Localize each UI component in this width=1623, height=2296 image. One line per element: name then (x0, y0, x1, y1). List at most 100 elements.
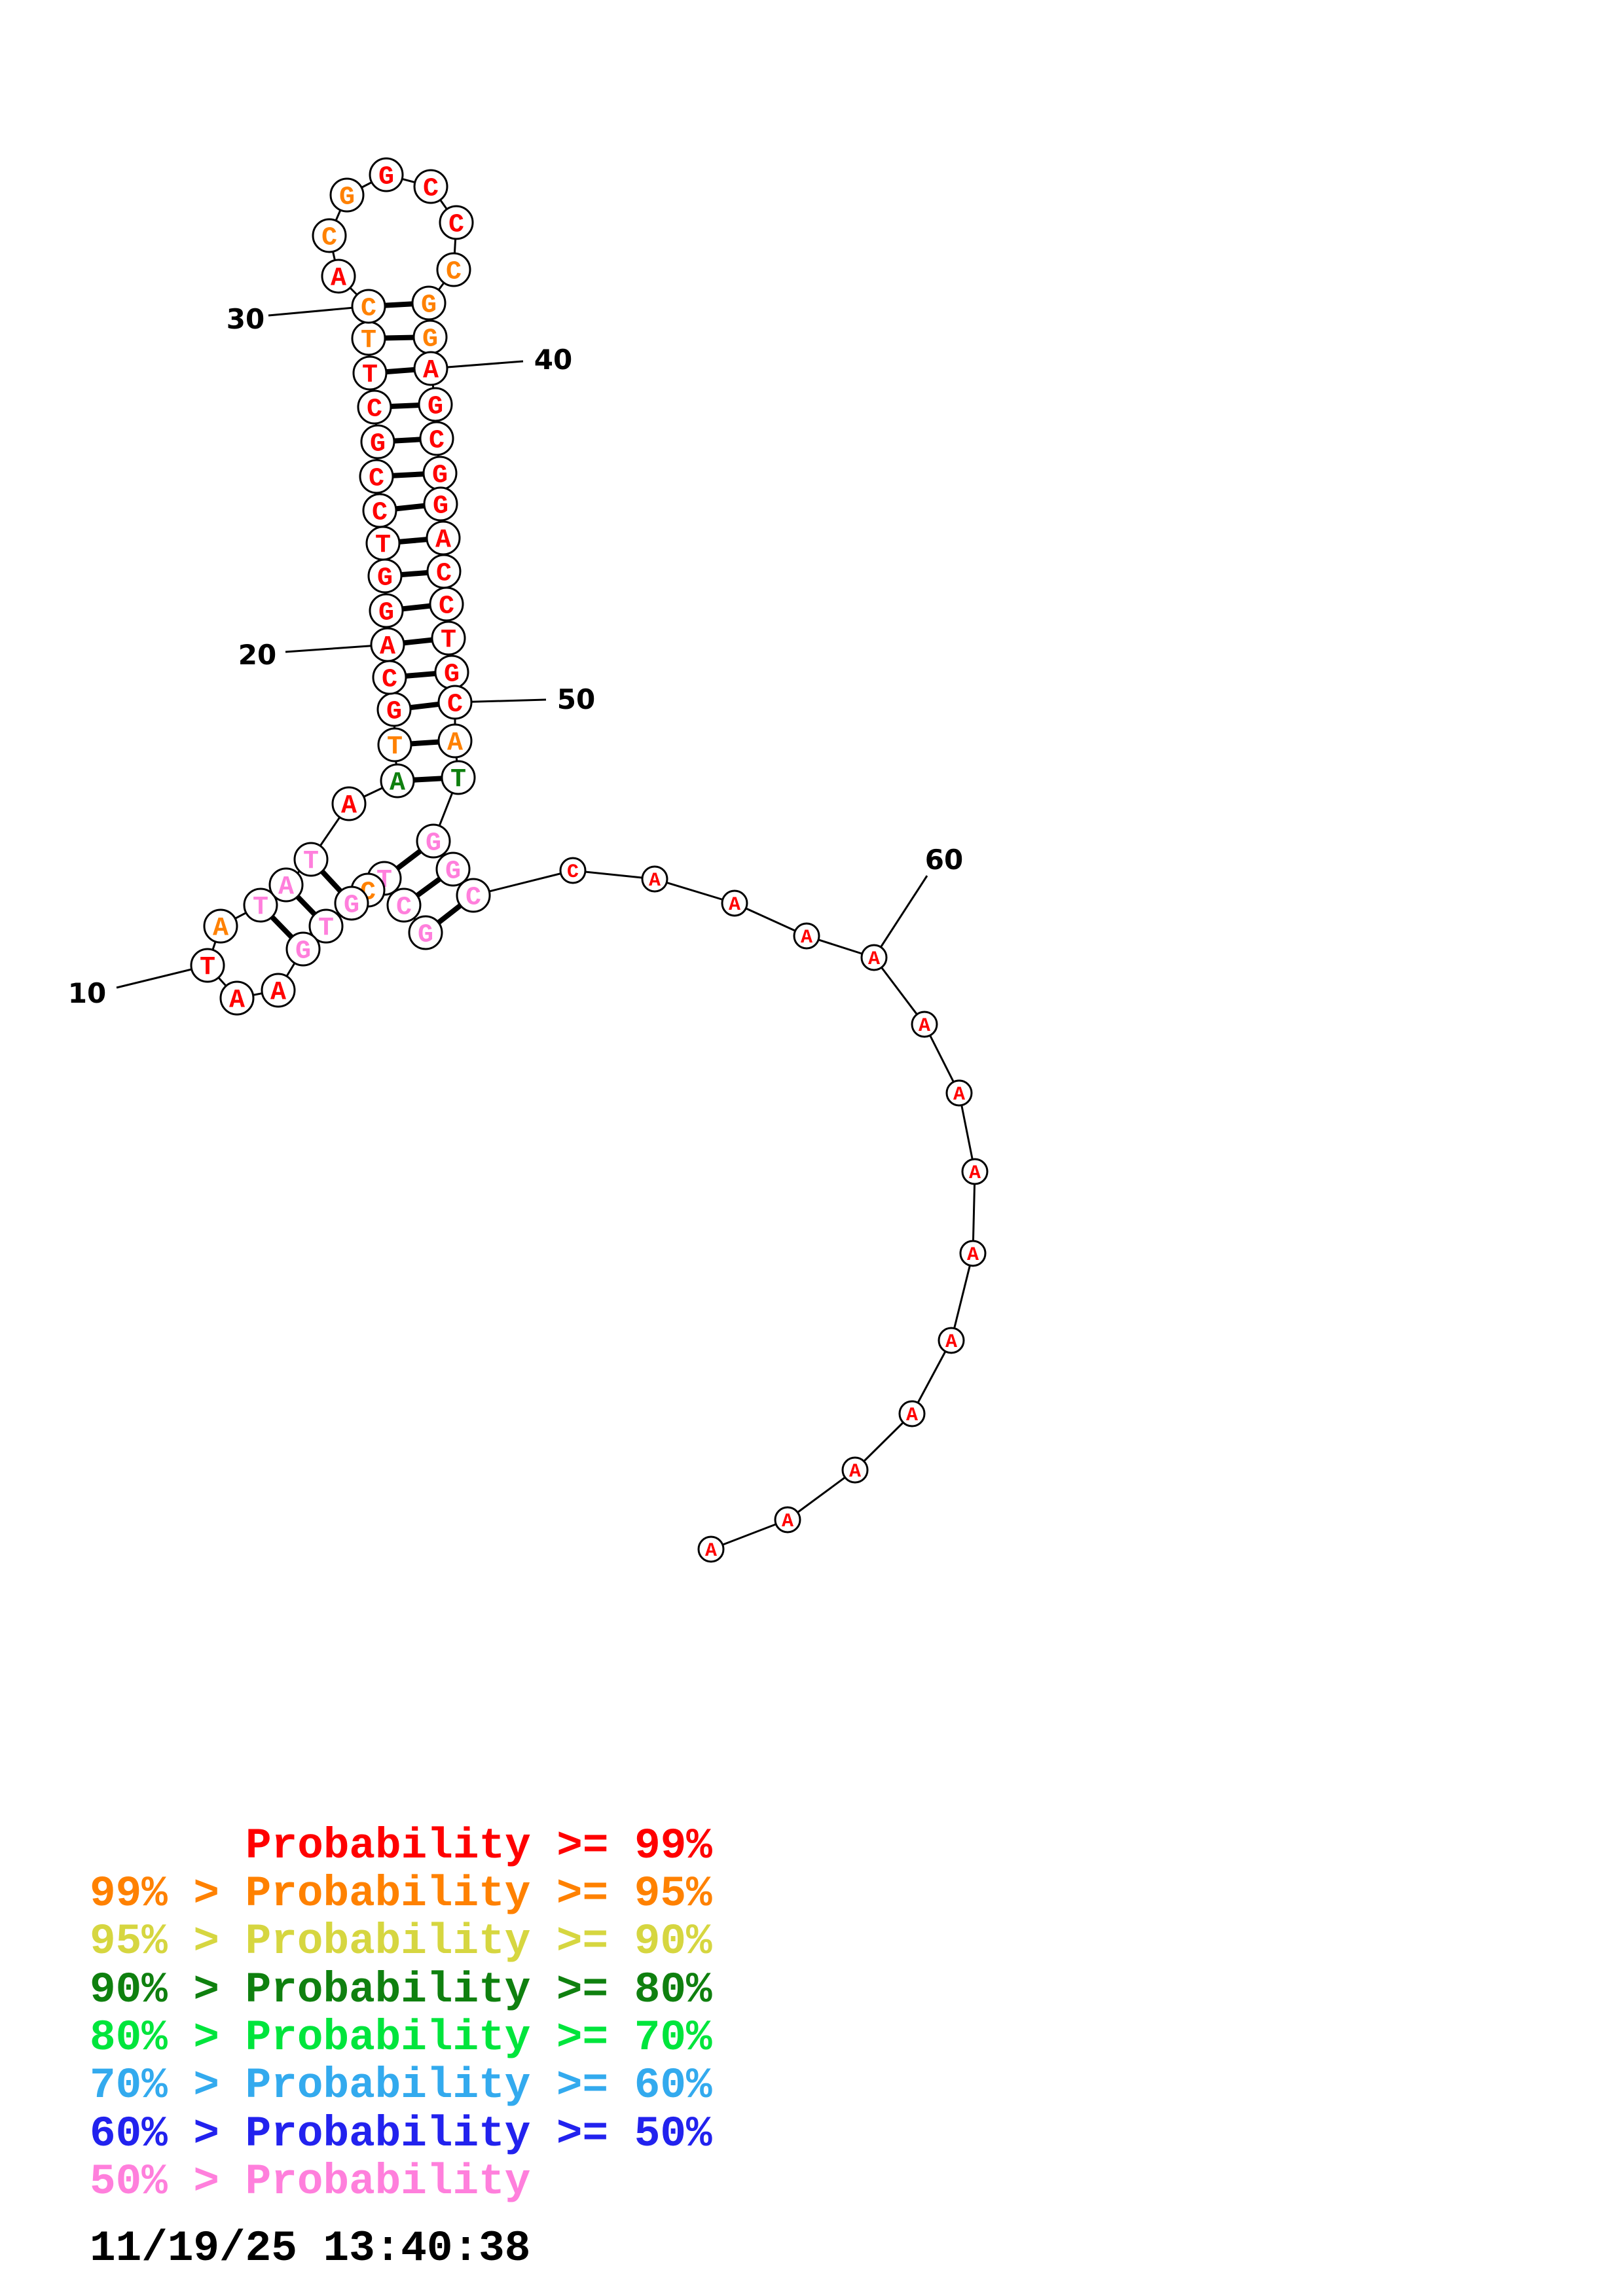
backbone-bond (972, 1171, 976, 1254)
residue-51-A (437, 723, 473, 759)
legend-row-p95: 99% > Probability >= 95% (90, 1869, 712, 1918)
residue-letter-68: A (782, 1511, 793, 1533)
residue-34-G (369, 157, 404, 192)
backbone-bond (572, 869, 655, 880)
residue-letter-18: G (386, 698, 402, 727)
residue-13-A (268, 867, 304, 903)
residue-59-A (793, 922, 820, 950)
residue-69-A (697, 1535, 725, 1563)
residue-letter-19: C (382, 666, 397, 695)
residue-letter-31: A (331, 264, 346, 294)
residue-letter-17: T (387, 733, 403, 762)
residue-letter-38: G (421, 291, 437, 321)
probability-legend: Probability >= 99% 99% > Probability >= … (90, 1821, 712, 2206)
residue-58-A (721, 889, 748, 917)
residue-letter-34: G (378, 163, 394, 192)
residue-9-A (219, 980, 255, 1016)
residue-31-A (321, 259, 356, 294)
residue-letter-8: A (270, 978, 286, 1008)
residue-letter-48: T (441, 626, 456, 656)
legend-row-p80: 90% > Probability >= 80% (90, 1965, 712, 2015)
residue-letter-39: G (422, 325, 438, 355)
residue-letter-52: T (450, 766, 466, 795)
residue-letter-22: G (377, 564, 393, 594)
residue-letter-60: A (868, 948, 880, 971)
backbone-bond (710, 1518, 788, 1551)
residue-letter-54: G (445, 857, 461, 887)
backbone-bond (950, 1253, 974, 1341)
residue-letter-62: A (953, 1084, 965, 1106)
residue-letter-37: C (446, 258, 462, 287)
legend-row-plt50: 50% > Probability (90, 2157, 530, 2206)
residue-41-G (418, 387, 453, 422)
position-label-40: 40 (534, 344, 572, 376)
residue-letter-53: G (426, 829, 441, 859)
residue-26-G (360, 424, 395, 459)
backbone-bond (873, 957, 926, 1025)
residue-letter-57: A (649, 870, 661, 892)
residue-62-A (945, 1079, 973, 1107)
residue-letter-51: A (447, 729, 463, 759)
residue-32-C (312, 218, 347, 253)
residue-50-C (437, 685, 473, 720)
position-label-20: 20 (238, 639, 276, 671)
residue-61-A (911, 1011, 938, 1038)
residue-1-G (408, 915, 443, 950)
residue-letter-27: C (367, 395, 382, 425)
residue-67-A (841, 1456, 869, 1484)
residue-55-C (456, 878, 491, 913)
legend-row-p60: 70% > Probability >= 60% (90, 2061, 712, 2110)
residue-letter-16: A (390, 769, 405, 798)
position-label-60: 60 (925, 844, 963, 876)
position-label-10: 10 (68, 977, 106, 1009)
legend-row-p50: 60% > Probability >= 50% (90, 2109, 712, 2159)
residue-letter-59: A (801, 927, 812, 949)
residue-letter-65: A (945, 1331, 957, 1354)
position-label-30: 30 (227, 303, 264, 335)
backbone-bond (911, 1340, 953, 1414)
residue-letter-9: A (229, 986, 245, 1016)
residue-44-G (423, 486, 458, 522)
residue-letter-33: G (339, 183, 355, 213)
residue-56-C (559, 857, 587, 884)
residue-letter-66: A (906, 1405, 918, 1427)
residue-52-T (441, 760, 476, 795)
residue-letter-15: A (341, 792, 357, 821)
residue-letter-46: C (436, 560, 452, 589)
residue-40-A (413, 351, 448, 386)
legend-row-p99: Probability >= 99% (246, 1821, 712, 1871)
residue-letter-21: G (378, 599, 394, 628)
position-labels-layer: 10 20 30 40 50 60 (68, 303, 963, 1009)
residue-letter-67: A (849, 1461, 861, 1483)
legend-row-p70: 80% > Probability >= 70% (90, 2013, 712, 2062)
residue-57-A (641, 865, 668, 893)
residue-27-C (357, 389, 392, 425)
residue-letter-29: T (361, 327, 376, 356)
residue-letter-35: C (423, 175, 439, 204)
residue-47-C (429, 586, 464, 622)
legend-row-p90: 95% > Probability >= 90% (90, 1917, 712, 1966)
residue-letter-7: G (295, 937, 311, 967)
residue-letter-24: C (372, 499, 388, 528)
residue-68-A (774, 1506, 801, 1534)
residue-letter-64: A (967, 1244, 979, 1266)
position-label-line-60 (873, 875, 928, 958)
residue-letter-56: C (567, 861, 579, 884)
residue-letter-12: T (253, 893, 268, 923)
residue-10-T (190, 948, 225, 983)
position-label-50: 50 (557, 683, 595, 715)
residue-letter-30: C (361, 295, 376, 324)
residue-letter-40: A (423, 357, 439, 386)
residue-14-T (293, 842, 329, 877)
residue-letter-5: G (344, 891, 359, 921)
residue-24-C (362, 493, 397, 528)
residue-letter-10: T (200, 954, 215, 983)
residue-63-A (961, 1158, 989, 1185)
residue-letter-41: G (428, 393, 443, 422)
residue-16-A (380, 763, 415, 798)
residue-30-C (351, 289, 386, 324)
residue-2-C (386, 888, 422, 923)
residue-letter-49: G (444, 660, 460, 690)
residue-letter-11: A (213, 914, 228, 944)
